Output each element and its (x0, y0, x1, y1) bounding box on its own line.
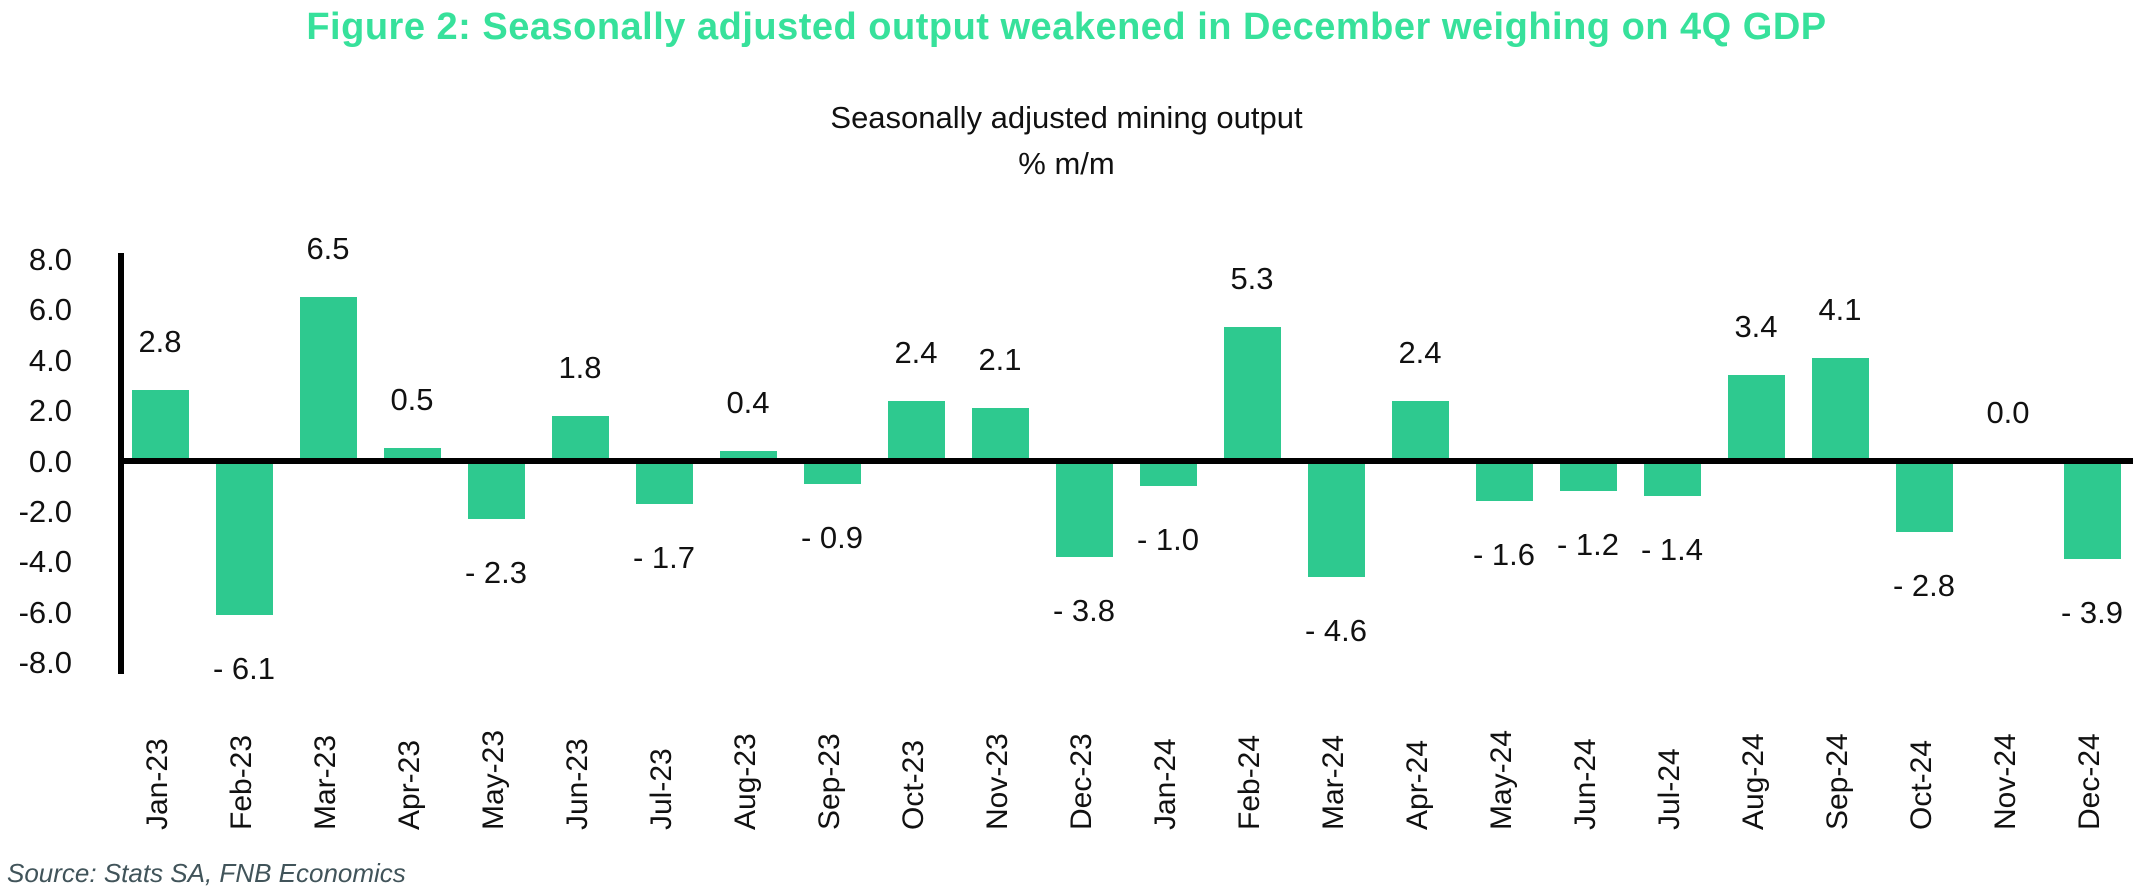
x-axis-label: Jul-23 (645, 748, 678, 830)
bar-value-label: 1.8 (558, 349, 602, 385)
bar (467, 461, 525, 519)
bar (1811, 357, 1869, 461)
x-axis-label: May-24 (1485, 729, 1518, 830)
x-axis-label: Sep-24 (1821, 733, 1854, 830)
bar-value-label: - 4.6 (1304, 612, 1368, 648)
bar (803, 461, 861, 484)
bar-value-label: 2.4 (894, 334, 938, 370)
x-axis-label: Nov-24 (1989, 733, 2022, 830)
bar (383, 448, 441, 461)
bar (1559, 461, 1617, 492)
bar (1895, 461, 1953, 532)
x-axis-label: Jun-23 (561, 738, 594, 830)
x-axis-label: Nov-23 (981, 733, 1014, 830)
bar-value-label: - 1.7 (632, 539, 696, 575)
bar (1727, 375, 1785, 461)
chart-unit-label: % m/m (1018, 146, 1115, 181)
x-axis-label: Oct-23 (897, 739, 930, 830)
x-axis-label: Jun-24 (1569, 738, 1602, 830)
bar (1307, 461, 1365, 577)
bar-value-label: 0.4 (726, 384, 770, 420)
x-axis-label: Jul-24 (1653, 748, 1686, 830)
bar (299, 297, 357, 461)
bar-value-label: - 1.0 (1136, 522, 1200, 558)
bar-value-label: - 6.1 (212, 650, 276, 686)
bar (215, 461, 273, 615)
bar (1223, 327, 1281, 461)
bar-value-label: 0.0 (1986, 395, 2030, 430)
bar (887, 400, 945, 461)
y-axis-label: -4.0 (18, 544, 72, 580)
bar-value-label: - 1.6 (1472, 537, 1536, 573)
x-axis-label: May-23 (477, 729, 510, 830)
figure-title: Figure 2: Seasonally adjusted output wea… (306, 6, 1827, 48)
bar-value-label: 2.1 (978, 342, 1022, 378)
y-axis-label: 0.0 (28, 443, 72, 479)
bar (551, 415, 609, 461)
x-axis-zero-line (118, 458, 2133, 464)
x-axis-label: Feb-23 (225, 734, 258, 830)
x-axis-label: Dec-24 (2073, 733, 2106, 830)
bar-value-label: 2.4 (1398, 334, 1442, 370)
bar (1055, 461, 1113, 557)
x-axis-label: Apr-23 (393, 739, 426, 830)
bar-value-label: 5.3 (1230, 261, 1274, 297)
bar-value-label: 2.8 (138, 324, 182, 360)
x-axis-label: Oct-24 (1905, 739, 1938, 830)
bar-value-label: - 2.8 (1892, 567, 1956, 603)
y-axis-label: -8.0 (18, 645, 72, 681)
bar-value-label: - 0.9 (800, 519, 864, 555)
bar-value-label: 0.5 (390, 382, 434, 418)
bar-value-label: - 3.9 (2060, 595, 2124, 631)
bar-value-label: 6.5 (306, 231, 350, 267)
bar (1139, 461, 1197, 487)
y-axis-label: 8.0 (28, 242, 72, 277)
x-axis-label: Sep-23 (813, 733, 846, 830)
bar-value-label: 4.1 (1818, 291, 1862, 327)
x-axis-label: Aug-23 (729, 733, 762, 830)
bar-value-label: - 1.2 (1556, 527, 1620, 563)
x-axis-label: Mar-23 (309, 734, 342, 830)
source-note: Source: Stats SA, FNB Economics (7, 858, 406, 888)
x-axis-label: Apr-24 (1401, 739, 1434, 830)
x-axis-label: Jan-23 (141, 738, 174, 830)
chart-title: Seasonally adjusted mining output (830, 100, 1303, 135)
bar (1475, 461, 1533, 502)
bar (635, 461, 693, 504)
y-axis-label: -2.0 (18, 494, 72, 529)
bar-value-label: - 3.8 (1052, 592, 1116, 628)
x-axis-label: Feb-24 (1233, 734, 1266, 830)
x-axis-label: Mar-24 (1317, 734, 1350, 830)
bar (719, 450, 777, 461)
bar (131, 390, 189, 461)
y-axis-label: 2.0 (28, 393, 72, 429)
bar (1391, 400, 1449, 461)
bar-value-label: - 2.3 (464, 554, 528, 590)
bar-value-label: - 1.4 (1640, 532, 1704, 568)
x-axis-label: Jan-24 (1149, 738, 1182, 830)
y-axis-label: 4.0 (28, 342, 72, 378)
x-axis-label: Dec-23 (1065, 733, 1098, 830)
x-axis-label: Aug-24 (1737, 733, 1770, 830)
y-axis-label: -6.0 (18, 594, 72, 630)
y-axis-label: 6.0 (28, 292, 72, 328)
bar (971, 408, 1029, 461)
bar (1643, 461, 1701, 497)
bar-value-label: 3.4 (1734, 309, 1778, 345)
bar (2063, 461, 2121, 560)
